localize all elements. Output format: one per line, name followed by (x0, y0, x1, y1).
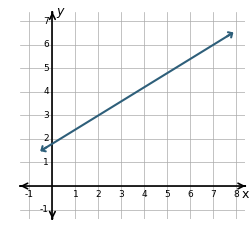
Text: y: y (56, 5, 63, 18)
Text: -1: -1 (40, 205, 49, 214)
Text: 6: 6 (43, 40, 49, 49)
Text: 4: 4 (43, 87, 49, 96)
Text: 6: 6 (187, 189, 192, 198)
Text: 7: 7 (43, 17, 49, 26)
Text: 3: 3 (118, 189, 124, 198)
Text: 7: 7 (209, 189, 215, 198)
Text: 5: 5 (43, 64, 49, 73)
Text: 2: 2 (95, 189, 101, 198)
Text: -1: -1 (25, 189, 34, 198)
Text: 2: 2 (43, 134, 49, 144)
Text: 1: 1 (72, 189, 78, 198)
Text: 8: 8 (232, 189, 238, 198)
Text: 3: 3 (43, 111, 49, 120)
Text: 5: 5 (164, 189, 170, 198)
Text: 4: 4 (141, 189, 147, 198)
Text: x: x (241, 188, 248, 201)
Text: 1: 1 (43, 158, 49, 167)
